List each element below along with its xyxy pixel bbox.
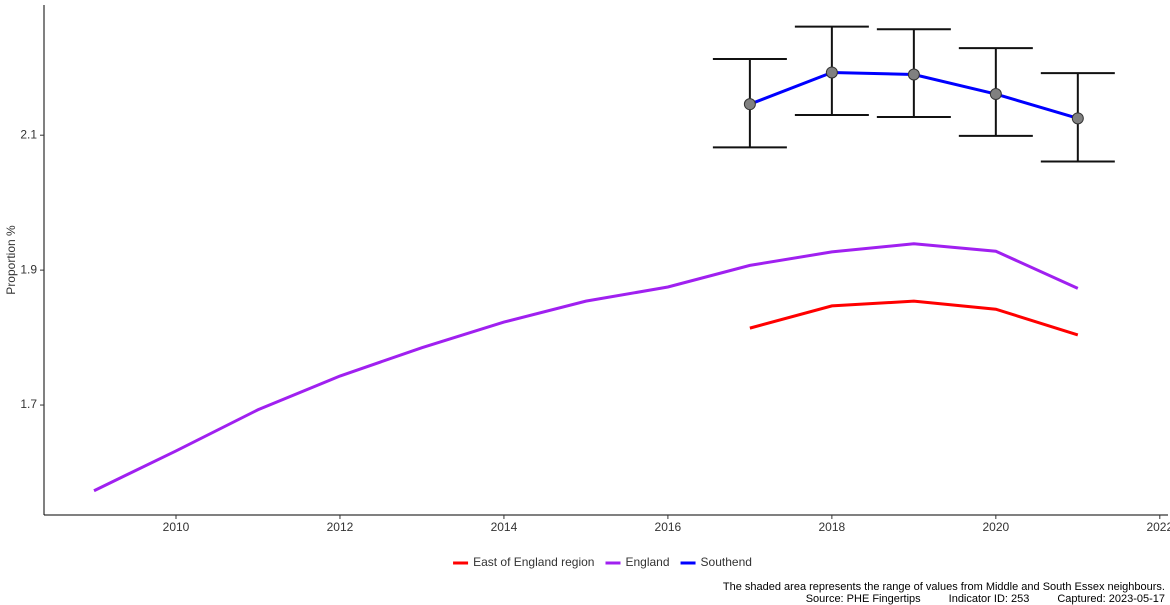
x-tick-label: 2010 xyxy=(163,520,190,534)
x-tick-label: 2020 xyxy=(982,520,1009,534)
y-tick-label: 1.7 xyxy=(20,397,37,411)
x-tick-label: 2014 xyxy=(491,520,518,534)
legend-label: Southend xyxy=(701,555,752,569)
y-tick-label: 1.9 xyxy=(20,262,37,276)
note: Captured: 2023-05-17 xyxy=(1057,593,1165,605)
legend-label: England xyxy=(625,555,669,569)
series-line xyxy=(93,242,1079,493)
y-tick-label: 2.1 xyxy=(20,127,37,141)
x-tick-label: 2018 xyxy=(819,520,846,534)
point xyxy=(743,98,756,111)
point xyxy=(989,88,1002,101)
series-line xyxy=(749,299,1079,337)
legend-label: East of England region xyxy=(473,555,594,569)
point xyxy=(907,68,920,81)
x-tick-label: 2012 xyxy=(327,520,354,534)
x-tick-label: 2016 xyxy=(655,520,682,534)
point xyxy=(825,66,838,79)
note: Indicator ID: 253 xyxy=(949,593,1030,605)
y-axis-label: Proportion % xyxy=(4,225,18,295)
note: The shaded area represents the range of … xyxy=(723,581,1165,593)
note: Source: PHE Fingertips xyxy=(806,593,921,605)
point xyxy=(1071,112,1084,125)
x-tick-label: 2022 xyxy=(1146,520,1170,534)
